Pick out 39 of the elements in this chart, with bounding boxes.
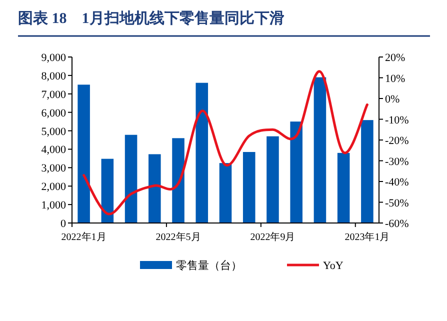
bar xyxy=(314,77,326,223)
bar xyxy=(148,154,161,223)
bar xyxy=(101,158,114,223)
bar xyxy=(242,152,256,223)
x-tick-label: 2023年1月 xyxy=(344,231,390,243)
y-tick-label: 5,000 xyxy=(41,126,66,138)
x-tick-label: 2022年1月 xyxy=(61,231,106,243)
y2-tick-label: -20% xyxy=(385,135,409,147)
bar xyxy=(361,120,374,223)
bar xyxy=(124,134,138,223)
title: 图表 18 1月扫地机线下零售量同比下滑 xyxy=(18,11,284,27)
legend-label: YoY xyxy=(323,260,344,272)
y-tick-label: 9,000 xyxy=(41,52,66,64)
y-tick-label: 0 xyxy=(60,218,66,230)
x-tick-label: 2022年9月 xyxy=(250,231,296,243)
y2-tick-label: 10% xyxy=(385,72,406,85)
bar xyxy=(266,136,279,223)
bar xyxy=(337,152,350,223)
y2-tick-label: -40% xyxy=(385,176,409,188)
bar xyxy=(196,82,208,223)
y-tick-label: 1,000 xyxy=(41,200,66,212)
y-tick-label: 4,000 xyxy=(41,144,66,156)
y2-tick-label: 20% xyxy=(385,52,406,64)
bar xyxy=(290,122,302,223)
y2-tick-label: -60% xyxy=(385,218,409,230)
x-tick-label: 2022年5月 xyxy=(156,231,201,243)
y2-tick-label: -30% xyxy=(385,156,409,168)
bar xyxy=(219,163,232,223)
y-tick-label: 7,000 xyxy=(41,88,66,101)
y-tick-label: 8,000 xyxy=(41,70,66,82)
y-tick-label: 3,000 xyxy=(41,162,66,175)
y2-tick-label: 0% xyxy=(385,94,400,106)
y-tick-label: 6,000 xyxy=(41,107,66,120)
y2-tick-label: -50% xyxy=(385,197,409,210)
y2-tick-label: -10% xyxy=(385,114,409,126)
bar xyxy=(172,138,184,223)
y-tick-label: 2,000 xyxy=(41,181,66,194)
bar xyxy=(78,84,90,223)
legend-label: 零售量（台） xyxy=(176,259,242,272)
